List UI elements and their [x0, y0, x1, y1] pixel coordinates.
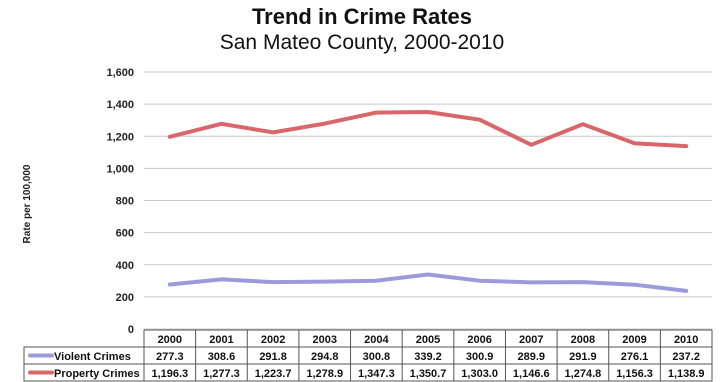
- data-label: 300.8: [363, 351, 391, 363]
- x-category-label: 2005: [416, 334, 440, 346]
- x-category-label: 2001: [209, 334, 233, 346]
- x-category-label: 2002: [261, 334, 285, 346]
- chart-subtitle: San Mateo County, 2000-2010: [219, 31, 505, 54]
- series-lines: [167, 110, 689, 293]
- data-label: 1,156.3: [616, 368, 653, 380]
- data-label: 1,350.7: [410, 368, 447, 380]
- data-table: 2000 2001 2002 2003 2004 2005 2006 2007 2008 2009…: [23, 329, 713, 382]
- data-label: 300.9: [466, 351, 494, 363]
- data-label: 1,274.8: [565, 368, 602, 380]
- y-tick-label: 800: [116, 196, 134, 208]
- x-category-label: 2008: [571, 334, 595, 346]
- data-label: 1,223.7: [255, 368, 292, 380]
- data-label: 291.8: [259, 351, 287, 363]
- data-label: 1,347.3: [358, 368, 395, 380]
- data-label: 1,277.3: [203, 368, 240, 380]
- data-label: 289.9: [518, 351, 546, 363]
- series-line-property-crimes: [167, 110, 689, 149]
- y-tick-label: 1,000: [106, 163, 134, 175]
- y-axis: 0 200 400 600 800 1,000 1,200 1,400 1,600: [106, 67, 134, 336]
- y-tick-label: 1,200: [106, 131, 134, 143]
- chart-title: Trend in Crime Rates: [251, 4, 473, 29]
- x-category-label: 2010: [674, 334, 698, 346]
- data-label: 1,138.9: [668, 368, 705, 380]
- data-label: 1,146.6: [513, 368, 550, 380]
- data-label: 294.8: [311, 351, 339, 363]
- x-category-label: 2009: [622, 334, 646, 346]
- series-line-violent-crimes: [167, 272, 689, 293]
- data-label: 1,303.0: [461, 368, 498, 380]
- y-tick-label: 1,400: [106, 99, 134, 111]
- y-tick-label: 600: [116, 228, 134, 240]
- x-category-label: 2003: [312, 334, 336, 346]
- legend-label: Violent Crimes: [54, 351, 131, 363]
- y-axis-label: Rate per 100,000: [22, 164, 33, 243]
- data-label: 291.9: [569, 351, 597, 363]
- y-tick-label: 200: [116, 292, 134, 304]
- data-label: 308.6: [208, 351, 236, 363]
- x-category-label: 2007: [519, 334, 543, 346]
- y-tick-label: 1,600: [106, 67, 134, 79]
- data-label: 237.2: [672, 351, 700, 363]
- data-label: 1,196.3: [151, 368, 188, 380]
- data-label: 276.1: [621, 351, 649, 363]
- data-label: 339.2: [414, 351, 442, 363]
- x-category-label: 2006: [467, 334, 491, 346]
- legend-label: Property Crimes: [54, 368, 140, 380]
- data-label: 1,278.9: [306, 368, 343, 380]
- gridlines: [144, 71, 712, 330]
- data-label: 277.3: [156, 351, 184, 363]
- x-category-label: 2000: [158, 334, 182, 346]
- y-tick-label: 400: [116, 260, 134, 272]
- x-category-label: 2004: [364, 334, 389, 346]
- y-tick-label: 0: [128, 324, 134, 336]
